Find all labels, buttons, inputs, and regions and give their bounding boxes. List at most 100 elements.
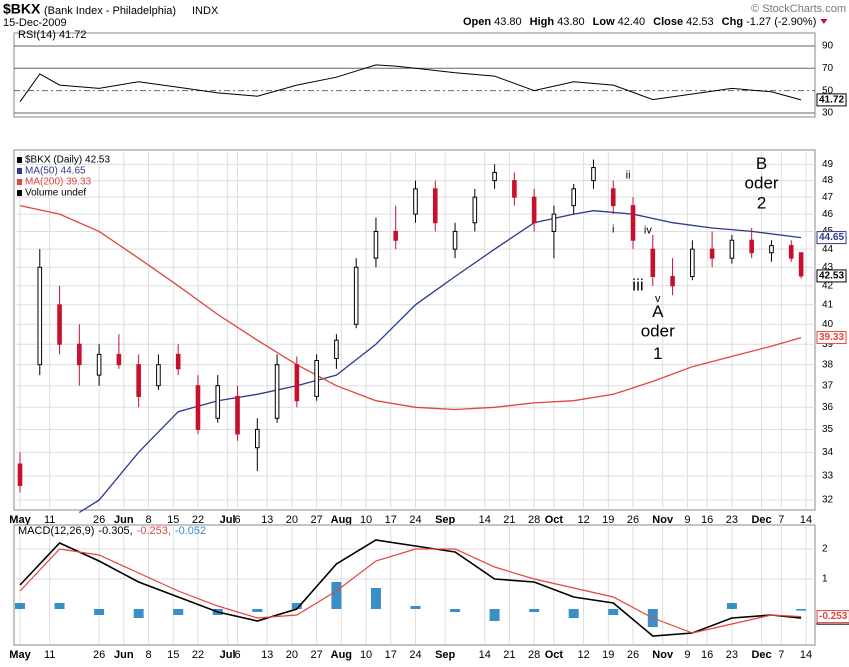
x-tick-label: 14 — [800, 514, 812, 526]
x-tick-label: 12 — [577, 649, 589, 661]
legend-entry: $BKX (Daily) 42.53 — [25, 155, 110, 166]
last-value-box — [816, 93, 847, 107]
histogram-bar — [133, 609, 144, 618]
x-tick-label: 15 — [167, 514, 179, 526]
candle-body — [136, 364, 141, 397]
candle-body — [413, 188, 418, 215]
wave-annotation: oder — [745, 173, 779, 192]
x-tick-label: 10 — [360, 514, 372, 526]
x-tick-label: Aug — [331, 514, 352, 526]
candle-body — [472, 196, 478, 224]
x-tick-label: Dec — [751, 649, 771, 661]
x-tick-label: 10 — [360, 649, 372, 661]
y-tick-label: 90 — [822, 41, 834, 52]
x-tick-label: 20 — [286, 514, 298, 526]
last-value-label: -0.253 — [819, 611, 848, 622]
candle-body — [512, 180, 517, 198]
x-tick-label: Nov — [652, 649, 674, 661]
panel-title: RSI(14) 41.72 — [18, 29, 86, 41]
y-tick-label: 33 — [822, 470, 834, 481]
candle-body — [769, 245, 774, 254]
y-tick-label: 50 — [822, 85, 834, 96]
panel-frame — [13, 32, 816, 118]
y-tick-label: 36 — [822, 402, 834, 413]
y-tick-label: 70 — [822, 63, 834, 74]
x-tick-label: Jun — [114, 514, 134, 526]
x-tick-label: 26 — [627, 514, 639, 526]
histogram-bar — [370, 588, 381, 609]
histogram-bar — [252, 609, 263, 612]
moving-average-line — [78, 210, 802, 514]
histogram-bar — [15, 603, 25, 609]
legend-swatch — [17, 157, 22, 163]
candle-body — [670, 275, 675, 287]
last-value-label: 41.72 — [819, 95, 844, 106]
y-tick-label: 38 — [822, 359, 834, 370]
y-tick-label: 30 — [822, 108, 834, 119]
candle-body — [175, 353, 181, 370]
date: 15-Dec-2009 — [3, 17, 67, 29]
candle-body — [17, 463, 23, 486]
macd-line — [19, 539, 802, 637]
panel-title-value: -0.253, — [137, 525, 171, 537]
y-tick-label: 1 — [822, 574, 828, 585]
legend-entry: Volume undef — [25, 188, 86, 199]
wave-annotation: 2 — [757, 193, 766, 212]
quote-value: 42.40 — [618, 16, 646, 28]
y-tick-label: 35 — [822, 424, 834, 435]
quote-label: Close — [653, 16, 683, 28]
y-tick-label: 48 — [822, 175, 834, 186]
x-tick-label: May — [9, 649, 31, 661]
candle-body — [551, 213, 557, 232]
candle-body — [571, 188, 577, 207]
histogram-bar — [410, 606, 421, 609]
candle-body — [37, 266, 43, 366]
x-tick-label: 26 — [627, 649, 639, 661]
x-tick-label: Nov — [652, 514, 674, 526]
moving-average-line — [19, 204, 802, 411]
copyright: © StockCharts.com — [751, 3, 846, 15]
wave-annotation: 1 — [653, 344, 662, 363]
x-tick-label: Dec — [751, 514, 771, 526]
x-tick-label: 21 — [503, 649, 515, 661]
y-tick-label: 43 — [822, 262, 834, 273]
y-tick-label: 41 — [822, 299, 834, 310]
symbol: $BKX — [3, 1, 41, 17]
x-tick-label: 21 — [503, 514, 515, 526]
histogram-bar — [54, 603, 65, 609]
panel-frame — [13, 149, 816, 511]
y-tick-label: 34 — [822, 447, 834, 458]
candle-body — [156, 364, 161, 387]
quote-label: Low — [593, 16, 615, 28]
histogram-bar — [94, 609, 105, 615]
x-tick-label: 15 — [167, 649, 179, 661]
candle-body — [492, 171, 497, 182]
panel-title: MACD(12,26,9) — [18, 525, 94, 537]
candle-body — [630, 205, 636, 241]
x-tick-label: 8 — [145, 514, 151, 526]
last-value-label: 44.65 — [819, 232, 844, 243]
candle-body — [96, 353, 102, 376]
candle-body — [393, 230, 399, 241]
x-tick-label: 6 — [234, 514, 240, 526]
candle-body — [255, 428, 260, 449]
candle-body — [77, 343, 82, 366]
x-tick-label: 14 — [800, 649, 812, 661]
candle-body — [334, 339, 339, 359]
candle-body — [709, 248, 715, 259]
histogram-bar — [608, 609, 619, 615]
quote-value: 42.53 — [686, 16, 714, 28]
x-tick-label: 22 — [192, 514, 204, 526]
y-tick-label: 47 — [822, 192, 834, 203]
y-tick-label: 42 — [822, 280, 834, 291]
candle-body — [353, 266, 359, 325]
x-tick-label: Sep — [435, 649, 455, 661]
x-tick-label: Aug — [331, 649, 352, 661]
x-tick-label: 28 — [528, 649, 540, 661]
legend-entry: MA(50) 44.65 — [25, 166, 86, 177]
candle-body — [432, 188, 438, 224]
y-tick-label: 37 — [822, 380, 834, 391]
histogram-bar — [331, 582, 342, 609]
y-tick-label: 44 — [822, 244, 834, 255]
